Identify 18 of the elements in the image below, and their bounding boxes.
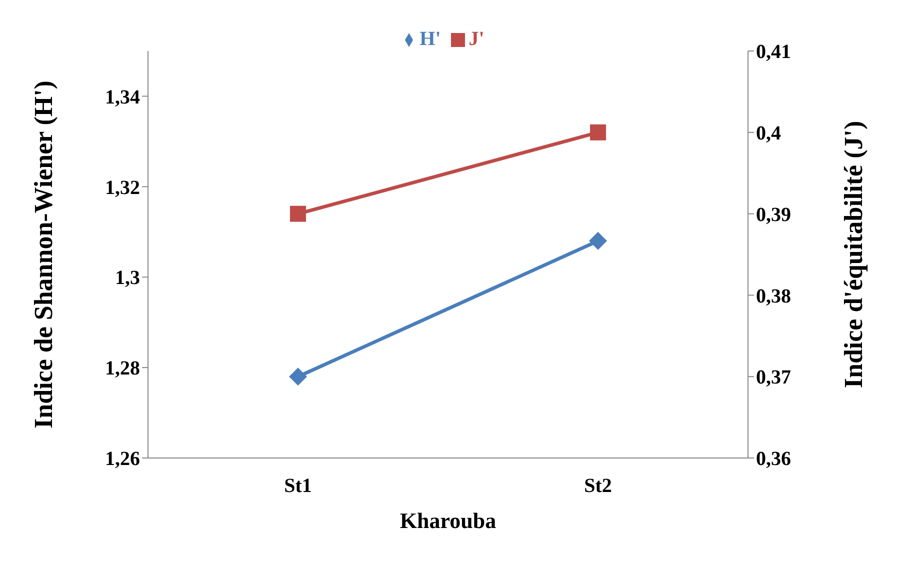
y2-tick-label: 0,39 [756, 204, 791, 226]
y2-tick-label: 0,4 [756, 122, 781, 144]
x-tick-label: St2 [584, 475, 612, 498]
y2-axis-title: Indice d'équitabilité (J') [839, 120, 868, 388]
y-axis-title: Indice de Shannon-Wiener (H') [29, 80, 58, 428]
y2-tick-label: 0,37 [756, 366, 791, 389]
y-tick-label: 1,34 [105, 86, 140, 108]
legend-label: J' [468, 28, 484, 50]
y-tick-label: 1,26 [105, 448, 140, 470]
y-tick-label: 1,28 [105, 358, 140, 380]
y2-tick-label: 0,38 [756, 285, 791, 308]
x-axis-title: Kharouba [400, 508, 496, 533]
legend-label: H' [420, 28, 441, 50]
y-tick-label: 1,32 [105, 176, 140, 199]
y-tick-label: 1,3 [115, 267, 140, 290]
y2-tick-label: 0,41 [756, 41, 791, 64]
x-tick-label: St1 [284, 475, 312, 498]
y2-tick-label: 0,36 [756, 448, 791, 470]
